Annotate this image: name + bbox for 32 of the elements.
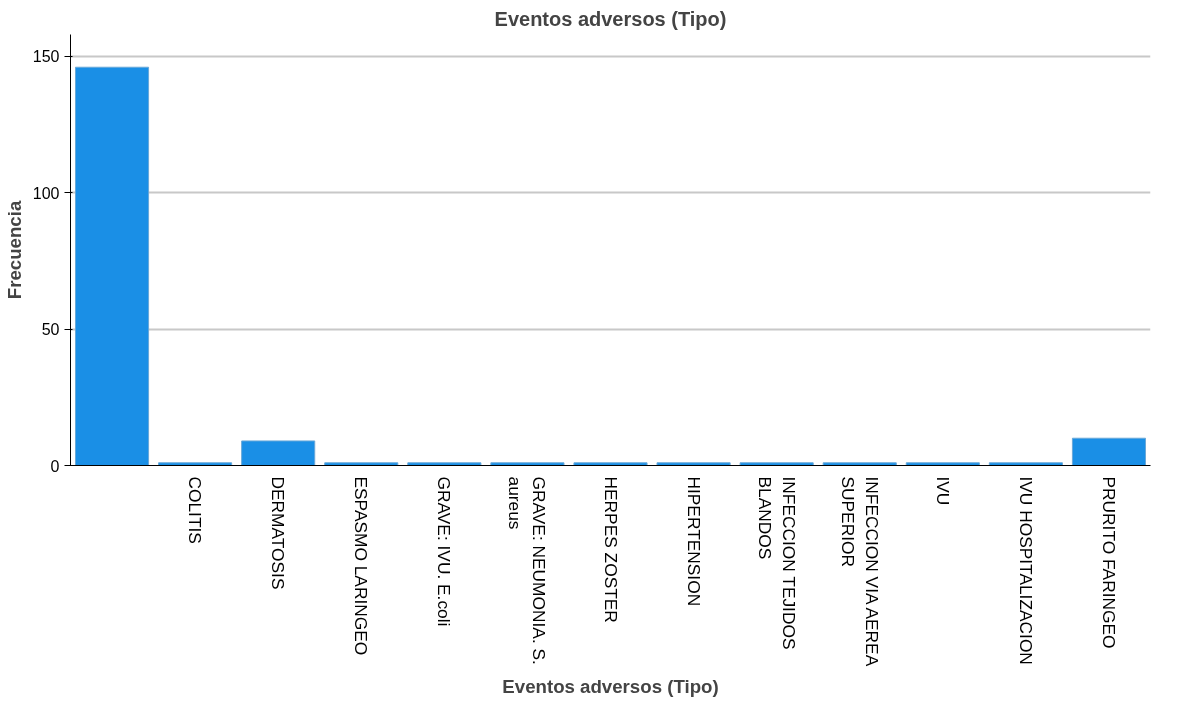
x-tick-label: GRAVE: NEUMONIA. S. aureus (505, 476, 550, 665)
bar (407, 462, 482, 466)
bar (241, 440, 316, 466)
x-tick-label: PRURITO FARINGEO (1098, 476, 1119, 649)
bar (158, 462, 233, 466)
x-axis-title: Eventos adversos (Tipo) (502, 676, 719, 698)
bar (822, 462, 897, 466)
bar (1071, 437, 1147, 466)
x-tick-label: IVU (932, 476, 953, 506)
bar (490, 462, 565, 466)
bar (656, 462, 731, 466)
x-tick-label: GRAVE: IVU. E.coli (434, 476, 455, 627)
y-tick-label: 150 (32, 48, 60, 66)
x-tick-label: COLITIS (185, 476, 206, 544)
bar (324, 462, 399, 466)
x-tick-label: DERMATOSIS (268, 476, 289, 590)
x-tick-label: ESPASMO LARINGEO (351, 476, 372, 656)
x-tick-label: INFECCION TEJIDOS BLANDOS (754, 476, 799, 650)
x-tick-label: INFECCION VIA AEREA SUPERIOR (837, 476, 882, 667)
y-tick-label: 100 (32, 184, 60, 202)
x-tick-label: IVU HOSPITALIZACION (1015, 476, 1036, 665)
bar (988, 462, 1063, 466)
x-tick-label: HIPERTENSION (683, 476, 704, 607)
y-axis-title: Frecuencia (3, 200, 25, 300)
bar (573, 462, 648, 466)
chart-title: Eventos adversos (Tipo) (494, 7, 727, 30)
bar (905, 462, 980, 466)
y-tick-label: 50 (41, 321, 60, 339)
bar (74, 66, 150, 466)
x-tick-label: HERPES ZOSTER (600, 476, 621, 623)
bar (739, 462, 814, 466)
y-tick-label: 0 (50, 457, 60, 475)
